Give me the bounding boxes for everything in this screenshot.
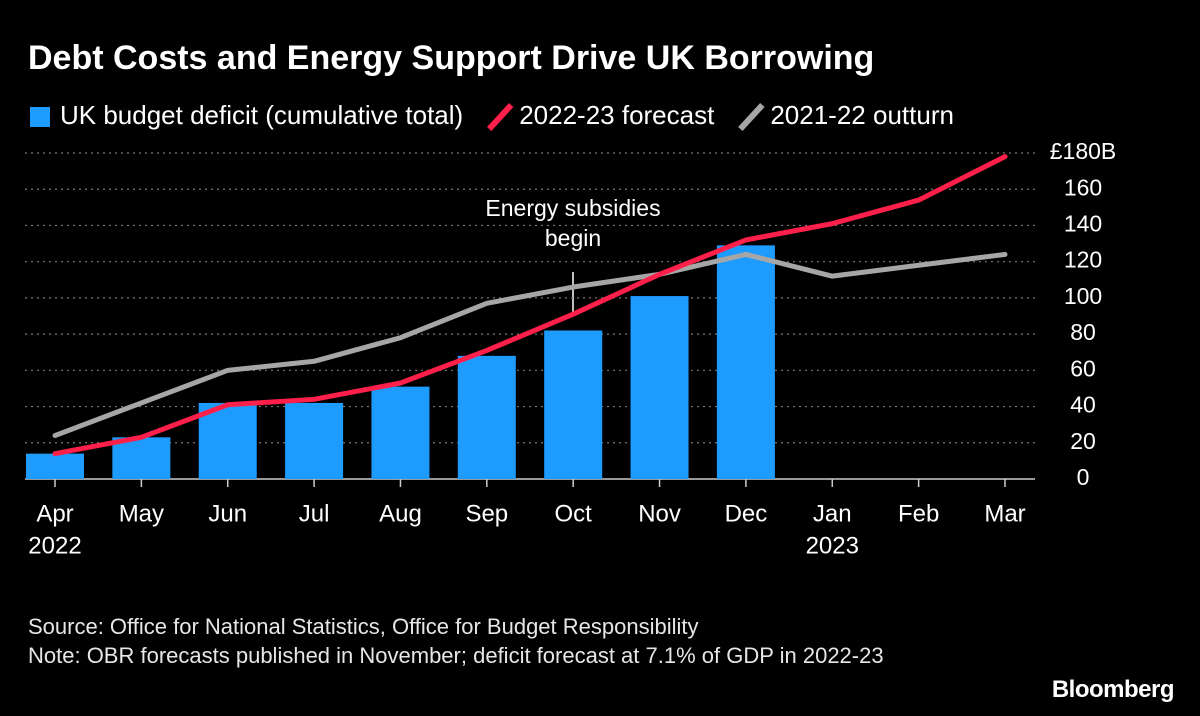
- line: [52, 154, 1008, 457]
- footer: Source: Office for National Statistics, …: [28, 612, 933, 670]
- legend-swatch: [738, 102, 765, 132]
- y-tick-label: 60: [1070, 355, 1096, 381]
- x-tick-label: May: [119, 500, 164, 527]
- bar: [285, 402, 344, 479]
- bar: [112, 437, 171, 479]
- legend-label: UK budget deficit (cumulative total): [60, 100, 463, 130]
- x-tick-label: Jun: [208, 500, 247, 527]
- x-tick-label: Mar: [984, 500, 1025, 527]
- y-tick-label: 80: [1070, 319, 1096, 345]
- bar: [716, 245, 775, 479]
- x-tick-label: Jul: [299, 500, 330, 527]
- bar: [544, 330, 603, 479]
- x-tick-label: Jan: [813, 500, 852, 527]
- source: Source: Office for National Statistics, …: [28, 614, 699, 639]
- legend: UK budget deficit (cumulative total) 2022…: [30, 100, 954, 132]
- x-tick-label: Oct: [555, 500, 593, 527]
- x-tick-label: Sep: [465, 500, 508, 527]
- y-tick-label: £180B: [1050, 138, 1117, 164]
- brand: Bloomberg: [1051, 676, 1175, 703]
- x-tick-sublabel: 2022: [28, 532, 81, 559]
- legend-swatch: [30, 107, 50, 127]
- annotation: Energy subsidies: [485, 195, 660, 221]
- x-tick-label: Nov: [638, 500, 681, 527]
- chart-title: Debt Costs and Energy Support Drive UK B…: [28, 39, 874, 77]
- y-tick-label: 120: [1064, 247, 1102, 273]
- bar: [371, 386, 430, 479]
- bar: [26, 453, 84, 479]
- y-tick-label: 100: [1064, 283, 1102, 309]
- line: [52, 251, 1008, 439]
- bar: [198, 402, 257, 479]
- legend-label: 2021-22 outturn: [770, 100, 954, 130]
- bar: [457, 355, 516, 479]
- annotation: begin: [545, 225, 601, 251]
- y-tick-label: 40: [1070, 392, 1096, 418]
- legend-swatch: [486, 102, 514, 132]
- note: Note: OBR forecasts published in Novembe…: [28, 643, 884, 668]
- x-tick-label: Dec: [725, 500, 768, 527]
- x-tick-label: Apr: [36, 500, 73, 527]
- y-tick-label: 20: [1070, 428, 1096, 454]
- y-tick-label: 160: [1064, 174, 1102, 200]
- y-tick-label: 140: [1064, 211, 1102, 237]
- x-tick-label: Aug: [379, 500, 422, 527]
- legend-label: 2022-23 forecast: [519, 100, 715, 130]
- x-tick-sublabel: 2023: [806, 532, 859, 559]
- x-tick-label: Feb: [898, 500, 939, 527]
- bar: [630, 296, 689, 479]
- y-tick-label: 0: [1077, 464, 1090, 490]
